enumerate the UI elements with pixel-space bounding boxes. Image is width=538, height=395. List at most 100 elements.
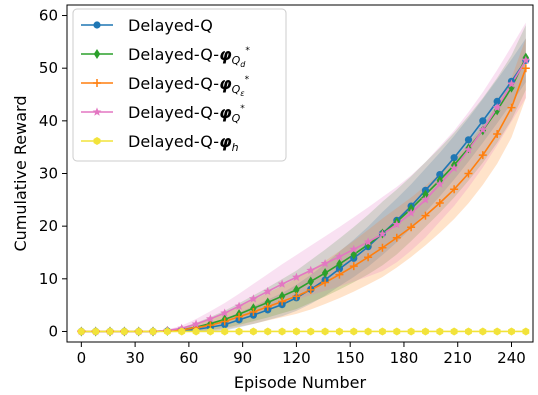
data-point (449, 163, 459, 172)
data-point (335, 270, 344, 279)
data-point (464, 169, 473, 178)
data-point (293, 284, 300, 295)
data-point (464, 136, 473, 144)
band-series-2 (81, 38, 526, 332)
x-tick-label: 30 (126, 349, 145, 367)
data-point (435, 179, 445, 188)
legend-marker (93, 137, 101, 145)
y-tick-label: 20 (39, 217, 58, 235)
data-point (320, 258, 330, 268)
data-point (521, 55, 531, 65)
data-point (421, 195, 430, 204)
data-point (422, 189, 429, 200)
y-tick-label: 30 (39, 165, 58, 183)
data-point (435, 198, 444, 207)
data-point (292, 292, 301, 301)
data-point (220, 317, 229, 326)
y-tick-label: 40 (39, 112, 58, 130)
data-point (392, 219, 402, 229)
data-point (493, 327, 501, 336)
data-point (178, 327, 186, 336)
data-point (307, 276, 314, 287)
data-point (450, 154, 458, 162)
data-point (392, 233, 401, 242)
data-point (407, 327, 415, 336)
data-point (492, 103, 502, 112)
data-point (277, 279, 287, 288)
data-point (264, 327, 272, 336)
data-point (234, 301, 244, 310)
legend-marker (93, 49, 101, 59)
legend: Delayed-Q Delayed-Q-φQd* Delayed-Q-φQε* Del… (72, 8, 287, 162)
data-point (235, 327, 243, 336)
legend-label: Delayed-Q-φQd* (128, 45, 250, 69)
x-axis-label: Episode Number (234, 373, 367, 392)
data-point (493, 97, 501, 105)
legend-item: Delayed-Q-φQε* (81, 74, 250, 98)
x-axis-ticks: 0 30 60 90 120 150 180 210 240 (77, 342, 526, 367)
legend-marker (93, 79, 101, 87)
legend-item: Delayed-Q (81, 16, 213, 35)
data-point (77, 327, 85, 336)
legend-marker (92, 107, 102, 116)
data-point (206, 314, 215, 323)
data-point (149, 327, 157, 336)
data-point (292, 327, 300, 336)
legend-item: Delayed-Q-φQ* (81, 103, 245, 125)
data-point (378, 327, 386, 336)
y-tick-label: 50 (39, 59, 58, 77)
data-point (378, 229, 387, 238)
legend-label: Delayed-Q-φQε* (128, 74, 250, 98)
x-tick-label: 60 (179, 349, 198, 367)
data-point (335, 252, 344, 261)
data-point (106, 327, 114, 336)
data-point (192, 327, 200, 336)
data-point (363, 237, 373, 246)
x-tick-label: 180 (390, 349, 419, 367)
data-point (206, 327, 214, 336)
data-point (263, 286, 273, 296)
data-point (249, 327, 257, 336)
x-tick-label: 240 (497, 349, 526, 367)
data-point (364, 327, 372, 336)
data-point (507, 79, 516, 88)
data-point (407, 223, 416, 232)
x-tick-label: 150 (336, 349, 365, 367)
data-point (221, 327, 229, 336)
data-point (278, 327, 286, 336)
data-point (521, 64, 530, 73)
data-point (321, 327, 329, 336)
data-point (306, 265, 316, 275)
legend-label: Delayed-Q (128, 16, 213, 35)
data-point (478, 125, 488, 134)
data-point (479, 327, 487, 336)
data-point (163, 327, 171, 336)
data-point (507, 103, 516, 112)
data-point (306, 285, 315, 294)
data-point (465, 327, 472, 336)
data-point (191, 319, 201, 328)
data-point (464, 145, 473, 154)
data-point (422, 327, 429, 336)
data-point (263, 302, 272, 311)
x-tick-label: 120 (282, 349, 311, 367)
data-point (264, 297, 271, 308)
data-point (307, 327, 315, 336)
data-point (349, 262, 358, 271)
data-point (406, 208, 416, 217)
legend-marker (93, 21, 101, 29)
legend-item: Delayed-Q-φh (81, 132, 239, 154)
data-point (249, 294, 258, 303)
data-point (393, 327, 401, 336)
legend-label: Delayed-Q-φQ* (128, 103, 245, 125)
legend-item: Delayed-Q-φQd* (81, 45, 250, 69)
data-point (278, 291, 286, 302)
data-point (436, 327, 444, 336)
data-point (235, 312, 244, 321)
y-axis-ticks: 0 10 20 30 40 50 60 (39, 7, 67, 340)
legend-box (72, 8, 287, 162)
x-tick-label: 210 (443, 349, 472, 367)
data-point (249, 307, 258, 316)
data-point (120, 327, 128, 336)
